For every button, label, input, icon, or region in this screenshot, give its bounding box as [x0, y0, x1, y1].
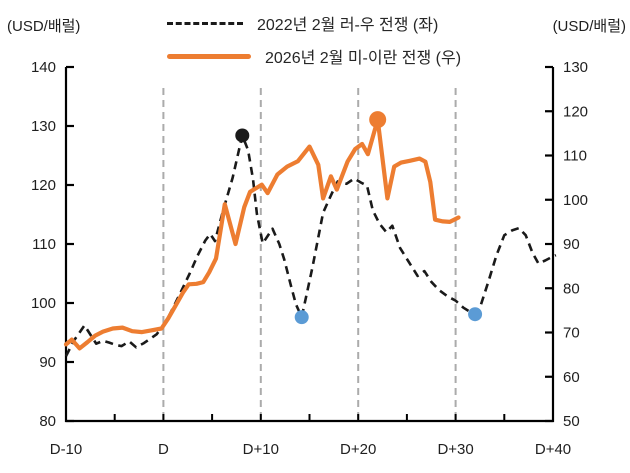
- left-tick-label-100: 100: [31, 295, 56, 312]
- dashed-line-sample: [167, 21, 243, 25]
- series-line-us-iran-2026: [63, 117, 461, 351]
- x-tick-label-D+40: D+40: [535, 441, 571, 458]
- right-axis-unit-label: (USD/배럴): [552, 18, 626, 35]
- left-tick-label-80: 80: [39, 413, 56, 430]
- left-tick-label-90: 90: [39, 354, 56, 371]
- series-line-russia-ukraine-2022: [64, 134, 557, 357]
- legend-label-russia-ukraine: 2022년 2월 러-우 전쟁 (좌): [257, 17, 439, 34]
- marker-russia-ukraine-peak: [235, 128, 250, 143]
- left-axis-unit-label: (USD/배럴): [7, 18, 81, 35]
- legend: 2022년 2월 러-우 전쟁 (좌) 2026년 2월 미-이란 전쟁 (우): [167, 12, 461, 67]
- right-tick-label-110: 110: [563, 148, 587, 165]
- right-tick-label-100: 100: [563, 192, 588, 209]
- left-tick-label-140: 140: [31, 59, 56, 76]
- x-tick-label-D: D: [158, 441, 169, 458]
- legend-label-us-iran: 2026년 2월 미-이란 전쟁 (우): [265, 50, 462, 67]
- legend-item-russia-ukraine: 2022년 2월 러-우 전쟁 (좌): [167, 12, 461, 34]
- right-tick-label-130: 130: [563, 59, 588, 76]
- solid-line-sample: [167, 53, 251, 59]
- marker-russia-ukraine-trough-1: [294, 310, 309, 325]
- marker-russia-ukraine-trough-2: [468, 307, 483, 322]
- legend-item-us-iran: 2026년 2월 미-이란 전쟁 (우): [167, 45, 461, 67]
- marker-us-iran-peak: [369, 111, 387, 129]
- right-tick-label-120: 120: [563, 103, 588, 120]
- right-tick-label-90: 90: [563, 236, 580, 253]
- left-tick-label-130: 130: [31, 118, 56, 135]
- right-tick-label-60: 60: [563, 369, 580, 386]
- right-tick-label-80: 80: [563, 280, 580, 297]
- x-tick-label-D+30: D+30: [437, 441, 473, 458]
- left-tick-label-110: 110: [32, 236, 56, 253]
- right-tick-label-70: 70: [563, 325, 580, 342]
- x-tick-label-D+10: D+10: [243, 441, 279, 458]
- x-tick-label-D+20: D+20: [340, 441, 376, 458]
- x-tick-label-D-10: D-10: [50, 441, 83, 458]
- right-tick-label-50: 50: [563, 413, 580, 430]
- left-tick-label-120: 120: [31, 177, 56, 194]
